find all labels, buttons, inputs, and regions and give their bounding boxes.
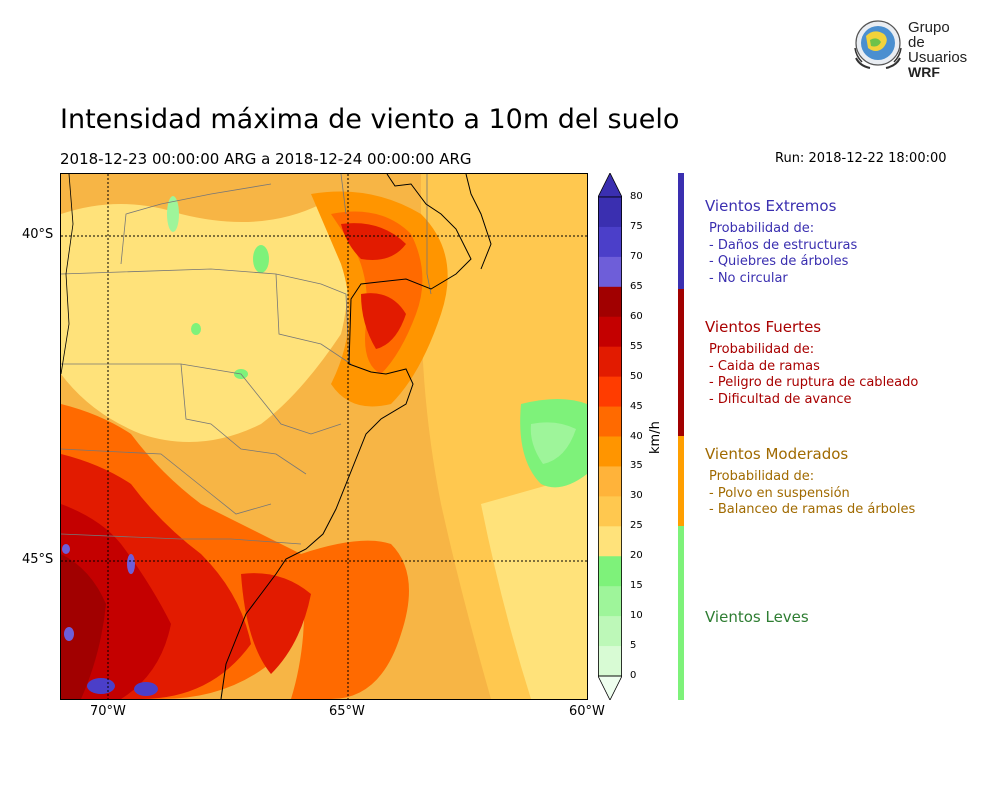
category-line: - Quiebres de árboles xyxy=(709,254,849,269)
logo-line-2: Usuarios xyxy=(908,49,968,66)
category-moderados: Vientos Moderados Probabilidad de: - Pol… xyxy=(705,445,915,519)
colorbar-bin xyxy=(598,496,622,527)
lat-label-40s: 40°S xyxy=(22,227,54,242)
colorbar-tick-label: 35 xyxy=(630,460,643,472)
colorbar-bin xyxy=(598,616,622,647)
lon-label-60w: 60°W xyxy=(569,704,605,719)
colorbar-tick-label: 65 xyxy=(630,280,643,292)
category-line: - Peligro de ruptura de cableado xyxy=(709,375,919,390)
colorbar-bin xyxy=(598,556,622,587)
lat-label-45s: 45°S xyxy=(22,552,54,567)
colorbar-bin xyxy=(598,646,622,677)
colorbar-tick-label: 5 xyxy=(630,640,637,652)
colorbar-bin xyxy=(598,316,622,348)
category-title: Vientos Moderados xyxy=(705,445,849,463)
colorbar-tick-label: 70 xyxy=(630,250,643,262)
colorbar-bin xyxy=(598,376,622,408)
category-leves: Vientos Leves xyxy=(705,608,809,626)
category-line: - Polvo en suspensión xyxy=(709,485,850,501)
category-fuertes: Vientos Fuertes Probabilidad de: - Caida… xyxy=(705,318,918,408)
colorbar-tick-label: 55 xyxy=(630,340,643,352)
category-line: - Caida de ramas xyxy=(709,358,820,374)
colorbar-tick-label: 20 xyxy=(630,550,643,562)
colorbar-tick-label: 30 xyxy=(630,490,643,502)
colorbar-tick-label: 45 xyxy=(630,400,643,412)
colorbar-tick-label: 80 xyxy=(630,191,643,202)
wind-map xyxy=(60,173,588,700)
category-line: - Dificultad de avance xyxy=(709,391,852,407)
category-extremos: Vientos Extremos Probabilidad de: - Daño… xyxy=(705,197,857,287)
colorbar-tick-label: 10 xyxy=(630,610,643,622)
colorbar-tick-label: 15 xyxy=(630,580,643,592)
colorbar-bin xyxy=(598,406,622,437)
colorbar-tick-label: 40 xyxy=(630,430,643,442)
colorbar-bin xyxy=(598,286,622,318)
category-line: Probabilidad de: xyxy=(709,221,815,236)
lon-label-70w: 70°W xyxy=(90,704,126,719)
colorbar-bin xyxy=(598,256,622,288)
category-line: Probabilidad de: xyxy=(709,469,815,484)
category-title: Vientos Extremos xyxy=(705,197,837,215)
colorbar-tick-label: 60 xyxy=(630,310,643,322)
colorbar-tick-label: 25 xyxy=(630,520,643,532)
category-title: Vientos Fuertes xyxy=(705,318,822,336)
colorbar-extend-top xyxy=(598,173,622,198)
category-line: Probabilidad de: xyxy=(709,342,815,357)
colorbar-bin xyxy=(598,346,622,378)
colorbar-bin xyxy=(598,586,622,617)
colorbar-frame xyxy=(598,196,622,677)
colorbar-tick-label: 0 xyxy=(630,670,637,681)
category-bar-fuertes xyxy=(678,289,684,436)
wind-field-raster xyxy=(61,174,587,699)
lon-label-65w: 65°W xyxy=(329,704,365,719)
colorbar-extend-bottom xyxy=(598,675,622,700)
category-line: - Daños de estructuras xyxy=(709,237,858,253)
category-bar-leves xyxy=(678,526,684,700)
colorbar-unit-label: km/h xyxy=(648,421,663,454)
colorbar-bin xyxy=(598,226,622,258)
logo-line-3: WRF xyxy=(908,64,940,80)
category-bar-extremos xyxy=(678,173,684,289)
wrf-group-logo: Grupo de Usuarios WRF xyxy=(850,18,970,80)
map-title: Intensidad máxima de viento a 10m del su… xyxy=(60,104,680,135)
category-line: - Balanceo de ramas de árboles xyxy=(709,502,916,517)
colorbar-bin xyxy=(598,436,622,467)
category-bar-moderados xyxy=(678,436,684,526)
logo-line-1: Grupo de xyxy=(908,19,950,51)
colorbar-tick-label: 50 xyxy=(630,370,643,382)
map-subtitle: 2018-12-23 00:00:00 ARG a 2018-12-24 00:… xyxy=(60,150,472,168)
globe-emblem-icon xyxy=(854,20,902,69)
category-line: - No circular xyxy=(709,270,788,286)
run-timestamp: Run: 2018-12-22 18:00:00 xyxy=(775,151,947,166)
colorbar-bin xyxy=(598,526,622,557)
category-title: Vientos Leves xyxy=(705,608,809,626)
colorbar-bin xyxy=(598,466,622,497)
colorbar-bin xyxy=(598,197,622,228)
wind-speed-colorbar xyxy=(598,173,622,700)
colorbar-tick-label: 75 xyxy=(630,220,643,232)
